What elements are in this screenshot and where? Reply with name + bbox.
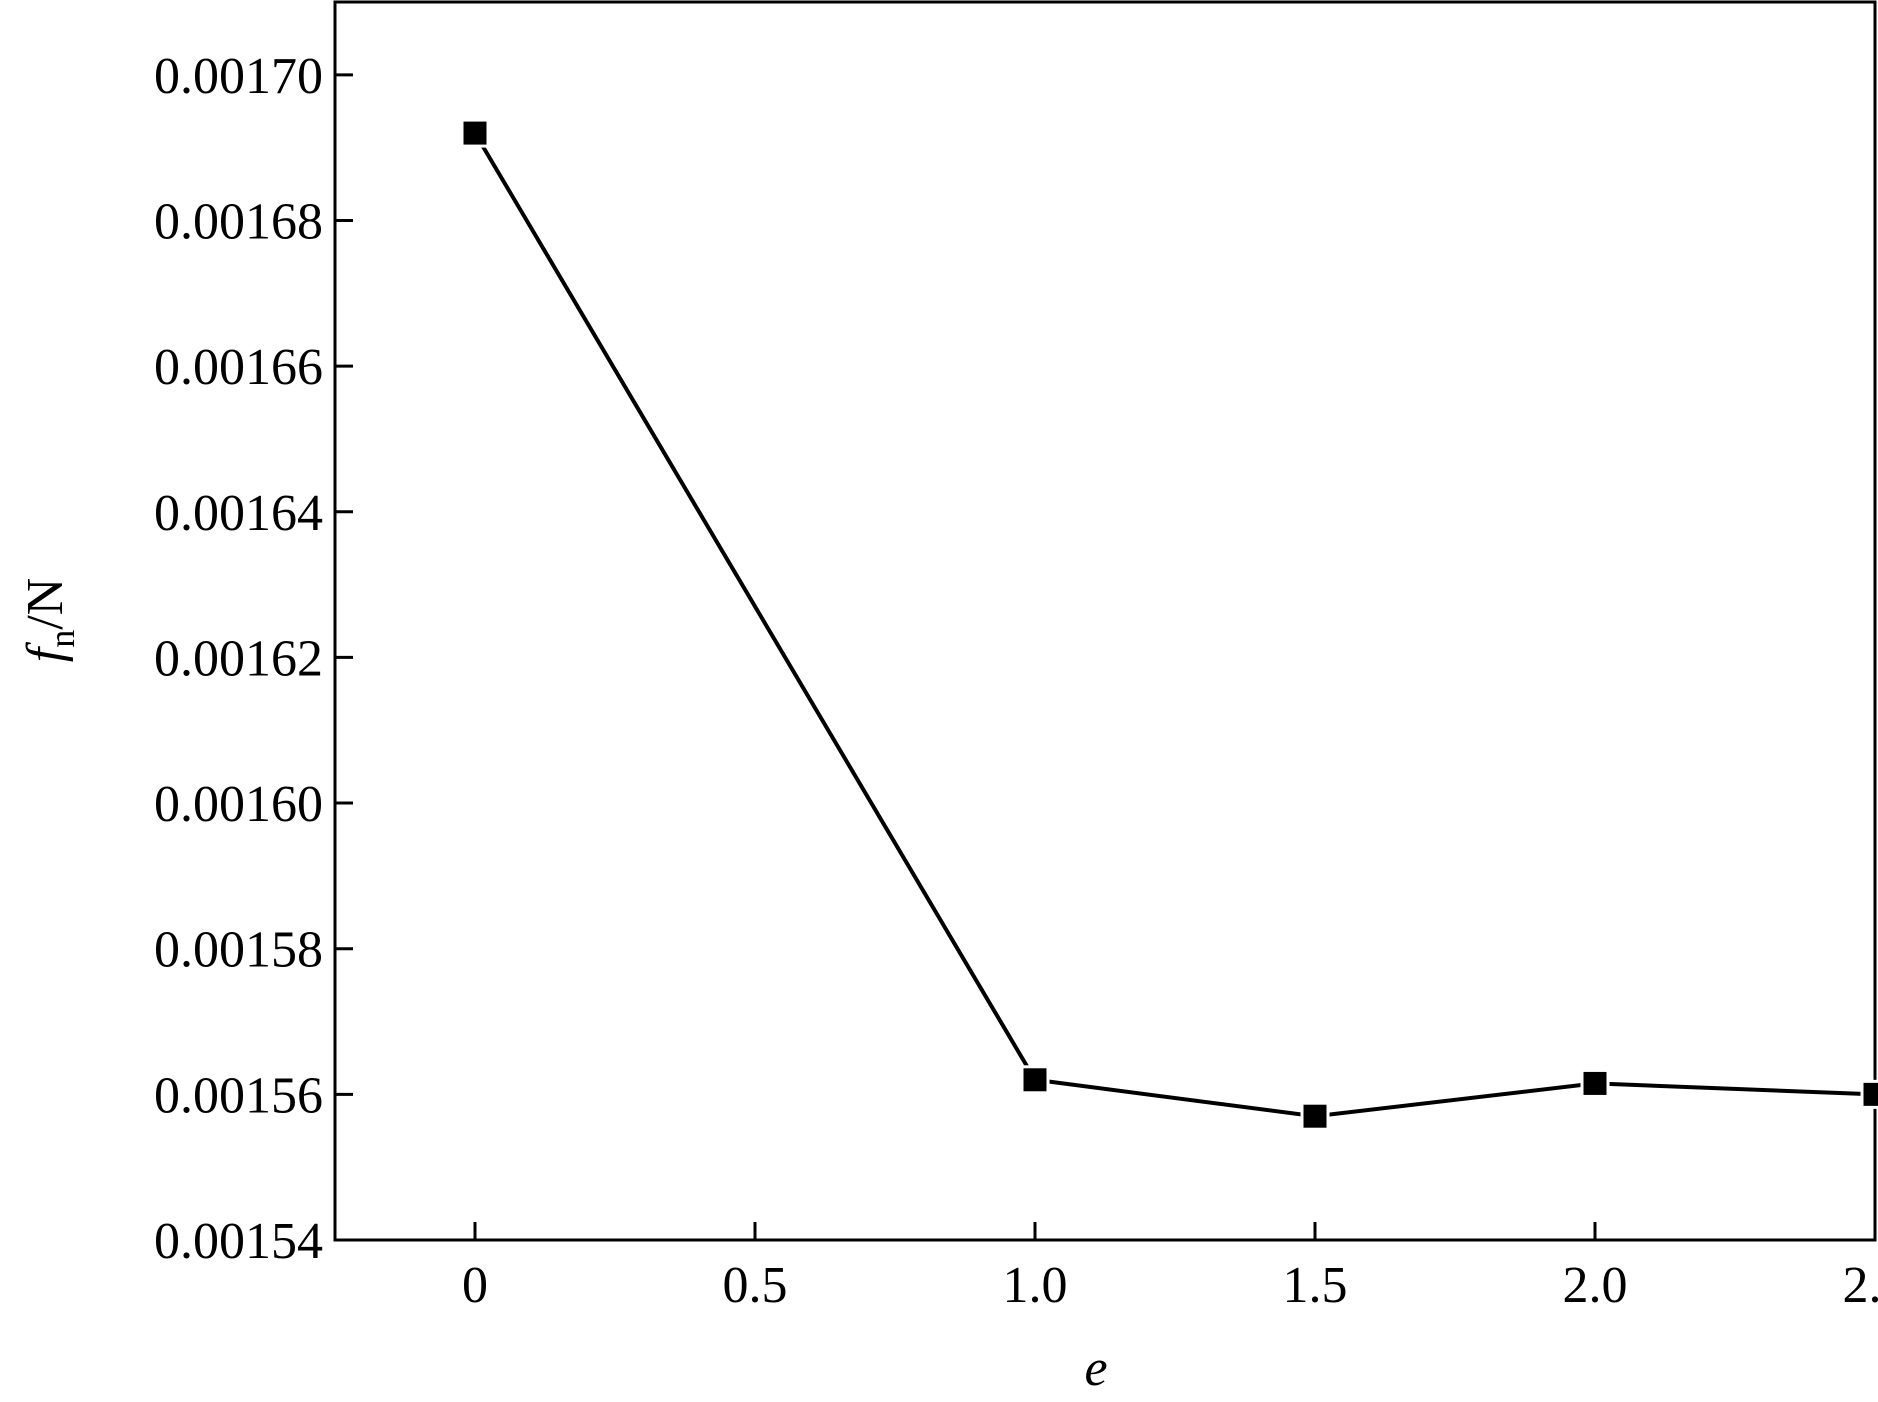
y-tick-label-0: 0.00154 bbox=[154, 1213, 323, 1270]
x-tick-label-5: 2.5 bbox=[1843, 1257, 1878, 1314]
y-axis-label-unit: /N bbox=[17, 578, 74, 630]
data-point-0-0 bbox=[460, 118, 490, 148]
x-tick-label-3: 1.5 bbox=[1283, 1257, 1348, 1314]
y-tick-label-8: 0.00170 bbox=[154, 48, 323, 105]
x-tick-label-2: 1.0 bbox=[1003, 1257, 1068, 1314]
x-tick-label-4: 2.0 bbox=[1563, 1257, 1628, 1314]
y-tick-label-3: 0.00160 bbox=[154, 776, 323, 833]
y-tick-label-4: 0.00162 bbox=[154, 630, 323, 687]
y-tick-label-1: 0.00156 bbox=[154, 1067, 323, 1124]
y-axis-ticks: 0.00154 0.00156 0.00158 0.00160 0.00162 0.001… bbox=[154, 48, 353, 1270]
y-tick-label-5: 0.00164 bbox=[154, 485, 323, 542]
x-tick-label-0: 0 bbox=[462, 1257, 488, 1314]
data-point-0-3 bbox=[1580, 1068, 1610, 1098]
x-axis-ticks: 0 0.5 1.0 1.5 2.0 2.5 bbox=[462, 1222, 1878, 1314]
plot-frame bbox=[333, 0, 1877, 1242]
series-line-0 bbox=[473, 132, 1876, 1119]
data-point-0-1 bbox=[1020, 1065, 1050, 1095]
y-tick-label-7: 0.00168 bbox=[154, 193, 323, 250]
x-axis-label: e bbox=[1084, 1340, 1107, 1397]
y-axis-label-subscript: n bbox=[42, 630, 82, 648]
x-tick-label-1: 0.5 bbox=[723, 1257, 788, 1314]
series-layer bbox=[460, 118, 1878, 1131]
y-axis-label: fn/N bbox=[17, 578, 82, 662]
y-tick-label-2: 0.00158 bbox=[154, 922, 323, 979]
data-point-0-2 bbox=[1300, 1101, 1330, 1131]
data-point-0-4 bbox=[1860, 1079, 1878, 1109]
y-tick-label-6: 0.00166 bbox=[154, 339, 323, 396]
